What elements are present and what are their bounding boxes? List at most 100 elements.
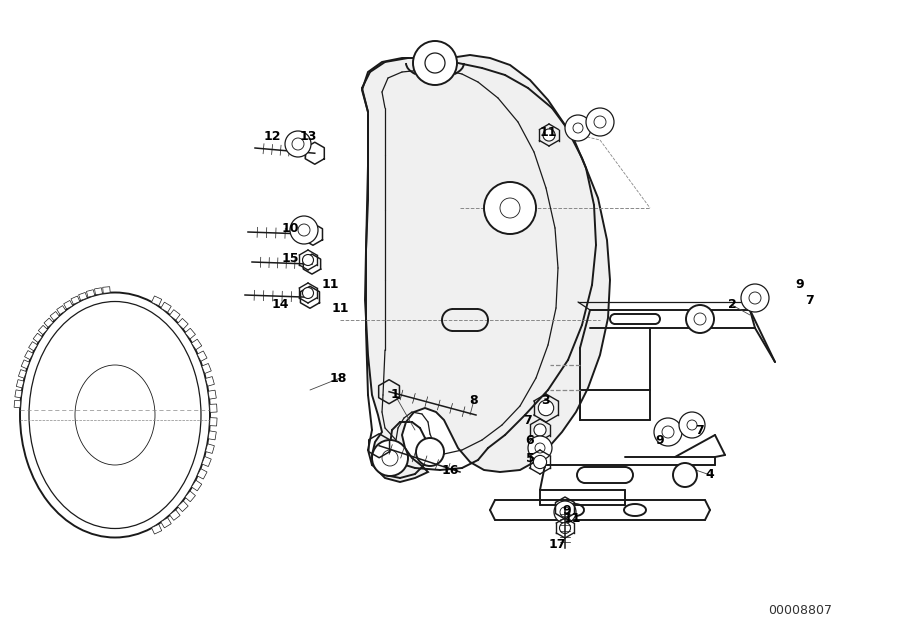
Circle shape xyxy=(372,440,408,476)
Text: 7: 7 xyxy=(806,293,814,307)
Polygon shape xyxy=(205,444,214,453)
Polygon shape xyxy=(50,312,59,321)
Polygon shape xyxy=(169,510,180,520)
Text: 11: 11 xyxy=(539,126,557,140)
Circle shape xyxy=(528,436,552,460)
Polygon shape xyxy=(208,390,216,399)
Circle shape xyxy=(535,443,545,453)
Polygon shape xyxy=(161,518,171,528)
Circle shape xyxy=(292,138,304,150)
Circle shape xyxy=(413,41,457,85)
Text: 17: 17 xyxy=(548,538,566,552)
Circle shape xyxy=(573,123,583,133)
Circle shape xyxy=(679,412,705,438)
Polygon shape xyxy=(24,351,33,359)
Polygon shape xyxy=(86,290,94,297)
Circle shape xyxy=(560,523,571,533)
Circle shape xyxy=(500,198,520,218)
Circle shape xyxy=(302,255,313,265)
Circle shape xyxy=(565,115,591,141)
Circle shape xyxy=(298,224,310,236)
Polygon shape xyxy=(197,469,207,479)
Polygon shape xyxy=(184,328,195,339)
Polygon shape xyxy=(78,293,87,300)
Text: 10: 10 xyxy=(281,222,299,234)
Polygon shape xyxy=(103,286,110,293)
Circle shape xyxy=(382,450,398,466)
Text: 11: 11 xyxy=(321,279,338,291)
Circle shape xyxy=(416,438,444,466)
Text: 4: 4 xyxy=(706,469,715,481)
Text: 8: 8 xyxy=(470,394,478,406)
Polygon shape xyxy=(169,310,180,320)
Circle shape xyxy=(302,288,313,298)
Polygon shape xyxy=(22,360,30,369)
Circle shape xyxy=(538,400,554,416)
Circle shape xyxy=(741,284,769,312)
Text: 12: 12 xyxy=(263,131,281,144)
Text: 11: 11 xyxy=(331,302,349,314)
Circle shape xyxy=(694,313,706,325)
Polygon shape xyxy=(210,418,217,426)
Text: 14: 14 xyxy=(271,298,289,312)
Polygon shape xyxy=(208,431,216,440)
Polygon shape xyxy=(177,318,188,329)
Circle shape xyxy=(594,116,606,128)
Polygon shape xyxy=(210,404,217,412)
Text: 15: 15 xyxy=(281,251,299,265)
Polygon shape xyxy=(57,305,66,314)
Text: 9: 9 xyxy=(796,279,805,291)
Text: 2: 2 xyxy=(727,298,736,312)
Polygon shape xyxy=(362,55,610,482)
Circle shape xyxy=(290,216,318,244)
Circle shape xyxy=(687,420,697,430)
Polygon shape xyxy=(94,288,103,295)
Polygon shape xyxy=(33,333,42,342)
Polygon shape xyxy=(202,457,211,467)
Polygon shape xyxy=(197,351,207,361)
Polygon shape xyxy=(192,480,202,491)
Circle shape xyxy=(586,108,614,136)
Circle shape xyxy=(673,463,697,487)
Text: 6: 6 xyxy=(526,434,535,446)
Circle shape xyxy=(749,292,761,304)
Circle shape xyxy=(686,305,714,333)
Polygon shape xyxy=(205,377,214,386)
Text: 5: 5 xyxy=(526,451,535,464)
Polygon shape xyxy=(151,525,162,534)
Text: 18: 18 xyxy=(329,371,346,385)
Polygon shape xyxy=(16,380,24,388)
Circle shape xyxy=(554,501,576,523)
Circle shape xyxy=(543,129,555,141)
Circle shape xyxy=(560,507,570,517)
Circle shape xyxy=(654,418,682,446)
Circle shape xyxy=(534,424,546,436)
Text: 13: 13 xyxy=(300,131,317,144)
Polygon shape xyxy=(192,339,202,350)
Polygon shape xyxy=(15,390,22,398)
Text: 7: 7 xyxy=(696,424,705,436)
Circle shape xyxy=(285,131,311,157)
Circle shape xyxy=(425,53,445,73)
Polygon shape xyxy=(177,501,188,512)
Circle shape xyxy=(662,426,674,438)
Text: 3: 3 xyxy=(542,394,550,406)
Polygon shape xyxy=(202,363,211,373)
Text: 16: 16 xyxy=(441,464,459,476)
Text: 1: 1 xyxy=(391,389,400,401)
Polygon shape xyxy=(184,491,195,502)
Polygon shape xyxy=(71,296,80,304)
Text: 00008807: 00008807 xyxy=(768,603,832,617)
Circle shape xyxy=(484,182,536,234)
Polygon shape xyxy=(151,296,162,305)
Polygon shape xyxy=(14,400,21,408)
Polygon shape xyxy=(44,318,53,327)
Circle shape xyxy=(534,455,546,469)
Text: 7: 7 xyxy=(523,413,531,427)
Text: 9: 9 xyxy=(562,504,572,516)
Polygon shape xyxy=(29,342,38,351)
Text: 11: 11 xyxy=(563,512,580,525)
Polygon shape xyxy=(161,302,171,312)
Text: 9: 9 xyxy=(656,434,664,446)
Polygon shape xyxy=(39,325,48,335)
